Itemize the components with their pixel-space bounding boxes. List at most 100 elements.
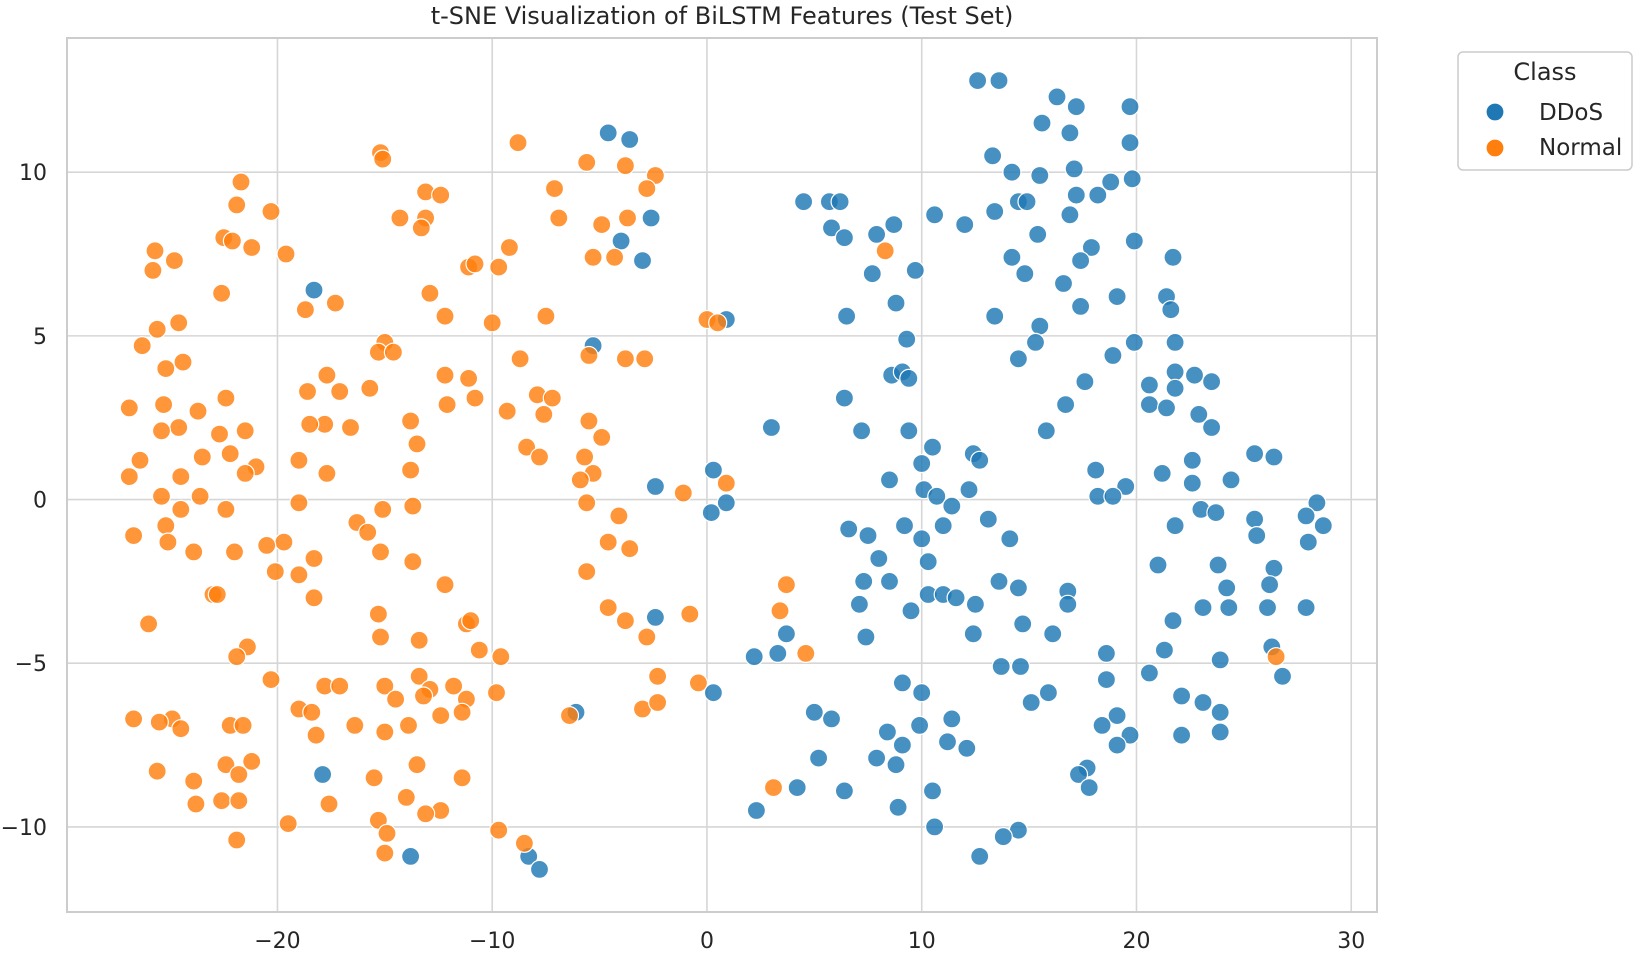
scatter-point-ddos [598,123,618,143]
legend-marker-normal [1485,138,1505,158]
scatter-point-normal [407,755,427,775]
scatter-point-ddos [909,715,930,736]
scatter-point-normal [212,283,232,303]
scatter-point-normal [609,506,629,526]
scatter-point-ddos [922,781,943,801]
scatter-point-ddos [1088,185,1108,205]
scatter-point-ddos [821,709,842,729]
scatter-point-normal [529,447,550,467]
scatter-point-normal [147,319,167,339]
scatter-point-ddos [982,146,1003,166]
scatter-point-ddos [611,231,631,251]
scatter-point-ddos [854,571,874,592]
plot-area: −20 −10 0 10 20 30 −10 −5 0 5 10 [1,37,1378,954]
scatter-point-ddos [1296,506,1316,526]
scatter-point-ddos [1030,316,1050,336]
scatter-point-ddos [933,516,953,536]
x-tick-label: 30 [1337,929,1365,954]
scatter-point-ddos [1030,165,1050,186]
scatter-point-ddos [1013,614,1033,634]
scatter-point-normal [431,705,451,726]
scatter-point-normal [510,349,530,369]
scatter-point-ddos [989,571,1009,592]
scatter-point-ddos [1008,578,1029,598]
scatter-point-ddos [776,624,797,644]
scatter-point-ddos [703,460,724,480]
scatter-point-ddos [1307,493,1327,513]
scatter-point-normal [169,417,189,438]
scatter-point-ddos [869,548,889,569]
scatter-point-normal [465,254,485,274]
scatter-point-normal [577,561,597,582]
scatter-point-ddos [1086,460,1106,480]
scatter-point-normal [192,447,212,467]
scatter-point-normal [330,676,350,696]
scatter-point-ddos [866,748,887,768]
scatter-point-ddos [1165,516,1185,536]
scatter-point-normal [119,467,139,487]
scatter-point-normal [598,597,618,618]
scatter-point-normal [403,552,423,572]
chart-title: t-SNE Visualization of BiLSTM Features (… [431,2,1014,30]
scatter-point-ddos [1120,725,1140,745]
scatter-point-ddos [1244,509,1265,529]
scatter-point-normal [242,751,262,772]
scatter-point-ddos [1184,365,1205,385]
scatter-point-normal [647,692,668,713]
scatter-point-normal [459,368,479,388]
scatter-point-normal [403,496,423,516]
scatter-point-ddos [1060,123,1080,143]
scatter-point-normal [317,365,337,385]
scatter-point-ddos [1154,640,1175,660]
scatter-point-normal [231,172,251,192]
scatter-point-ddos [1066,97,1086,117]
scatter-point-ddos [1259,575,1280,595]
scatter-point-normal [708,313,728,333]
scatter-point-ddos [957,738,977,758]
scatter-point-ddos [942,496,962,516]
scatter-point-normal [373,499,393,519]
scatter-point-ddos [1070,251,1091,271]
scatter-point-normal [407,434,427,454]
scatter-point-normal [604,247,625,267]
scatter-point-normal [229,764,249,785]
scatter-point-ddos [1103,345,1123,366]
scatter-point-ddos [1060,205,1080,225]
scatter-point-normal [188,401,208,421]
scatter-point-ddos [1257,597,1278,618]
scatter-point-normal [497,401,517,421]
scatter-point-normal [796,643,816,664]
scatter-point-ddos [1189,404,1209,424]
scatter-point-normal [130,450,150,470]
scatter-point-normal [411,218,431,238]
scatter-point-normal [377,823,397,844]
scatter-point-normal [763,777,784,798]
scatter-point-ddos [1156,398,1177,418]
scatter-point-normal [542,388,562,408]
scatter-point-ddos [746,800,767,821]
scatter-point-ddos [1096,643,1117,664]
scatter-point-normal [409,666,429,686]
scatter-point-ddos [862,264,882,284]
scatter-point-normal [164,251,184,271]
scatter-point-ddos [955,215,975,235]
scatter-point-normal [304,548,324,569]
scatter-point-ddos [1165,378,1185,398]
scatter-point-normal [297,381,318,402]
scatter-point-normal [261,201,281,222]
scatter-point-normal [482,313,502,333]
scatter-point-normal [261,669,281,690]
scatter-point-ddos [912,453,932,474]
scatter-point-ddos [1201,372,1222,392]
scatter-point-ddos [899,421,919,441]
scatter-point-normal [227,647,247,667]
scatter-point-normal [574,447,595,467]
scatter-point-normal [579,345,599,366]
scatter-point-normal [544,179,565,199]
scatter-point-normal [360,378,380,398]
scatter-point-ddos [761,417,782,438]
scatter-point-ddos [645,476,666,497]
scatter-point-ddos [877,722,898,742]
scatter-point-ddos [1032,113,1052,133]
